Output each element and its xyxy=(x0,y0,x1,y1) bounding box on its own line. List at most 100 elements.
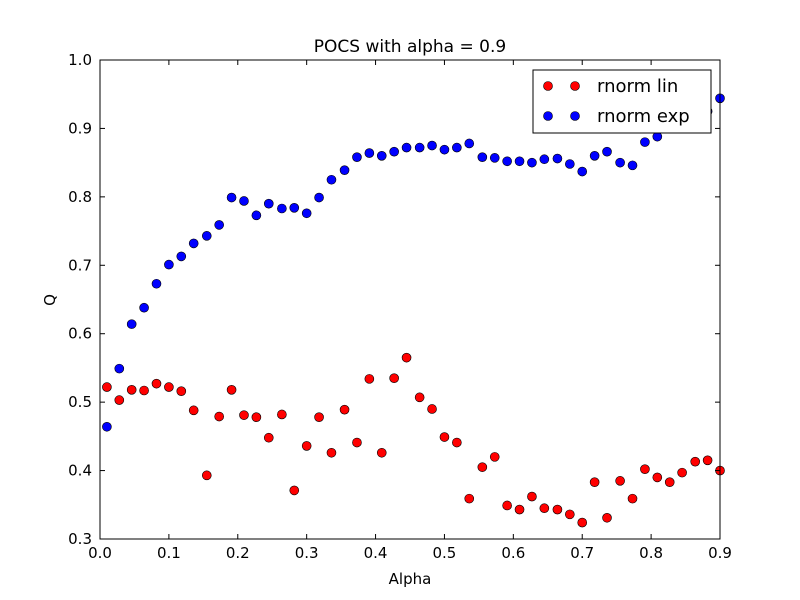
point-rnorm-lin xyxy=(251,412,262,422)
point-rnorm-exp xyxy=(464,138,475,149)
point-rnorm-lin xyxy=(239,410,249,420)
point-rnorm-lin xyxy=(439,432,450,442)
y-tick-label: 0.8 xyxy=(68,188,92,206)
point-rnorm-exp xyxy=(477,152,488,162)
point-rnorm-lin xyxy=(552,504,563,515)
legend-marker-rnorm-lin xyxy=(570,81,580,91)
plot-frame xyxy=(99,59,721,540)
point-rnorm-exp xyxy=(301,208,312,219)
point-rnorm-exp xyxy=(502,156,512,167)
point-rnorm-exp xyxy=(640,137,650,147)
point-rnorm-lin xyxy=(164,382,174,392)
point-rnorm-lin xyxy=(652,472,663,483)
x-tick-label: 0.1 xyxy=(157,544,181,562)
point-rnorm-lin xyxy=(677,467,687,478)
point-rnorm-exp xyxy=(188,238,199,249)
point-rnorm-lin xyxy=(602,512,612,523)
point-rnorm-exp xyxy=(364,148,375,158)
point-rnorm-exp xyxy=(114,363,125,374)
x-axis-ticks: 0.0 0.1 0.2 0.3 0.4 0.5 0.6 0.7 0.8 0.9 xyxy=(88,60,732,562)
point-rnorm-lin xyxy=(188,405,199,416)
point-rnorm-lin xyxy=(627,493,638,504)
point-rnorm-lin xyxy=(615,476,625,486)
point-rnorm-exp xyxy=(251,210,262,221)
point-rnorm-lin xyxy=(527,491,537,502)
point-rnorm-lin xyxy=(102,382,112,392)
point-rnorm-exp xyxy=(151,278,162,289)
x-tick-label: 0.9 xyxy=(708,544,732,562)
x-tick-label: 0.6 xyxy=(501,544,525,562)
x-tick-label: 0.5 xyxy=(433,544,457,562)
point-rnorm-exp xyxy=(214,220,224,230)
point-rnorm-exp xyxy=(389,146,399,157)
point-rnorm-lin xyxy=(640,464,650,475)
point-rnorm-exp xyxy=(226,192,237,203)
point-rnorm-exp xyxy=(126,319,137,329)
point-rnorm-exp xyxy=(289,203,300,213)
point-rnorm-exp xyxy=(277,203,287,214)
point-rnorm-lin xyxy=(477,462,488,472)
point-rnorm-exp xyxy=(552,153,563,164)
y-axis-label: Q xyxy=(41,294,59,306)
legend-marker-rnorm-exp xyxy=(543,111,553,121)
point-rnorm-lin xyxy=(352,437,362,448)
legend: rnorm lin rnorm exp xyxy=(532,69,712,134)
point-rnorm-lin xyxy=(376,447,387,458)
x-tick-label: 0.8 xyxy=(639,544,663,562)
point-rnorm-lin xyxy=(289,485,300,496)
point-rnorm-exp xyxy=(239,196,249,206)
y-tick-label: 1.0 xyxy=(68,51,92,69)
point-rnorm-lin xyxy=(702,455,713,466)
x-tick-label: 0.3 xyxy=(295,544,319,562)
point-rnorm-exp xyxy=(602,146,612,157)
y-tick-label: 0.7 xyxy=(68,256,92,274)
y-tick-label: 0.3 xyxy=(68,530,92,548)
point-rnorm-exp xyxy=(514,156,525,167)
point-rnorm-exp xyxy=(627,160,638,171)
chart-title: POCS with alpha = 0.9 xyxy=(314,37,506,57)
point-rnorm-exp xyxy=(376,151,387,161)
point-rnorm-lin xyxy=(464,493,475,504)
point-rnorm-lin xyxy=(176,386,187,396)
point-rnorm-lin xyxy=(577,517,588,528)
point-rnorm-lin xyxy=(502,500,512,511)
point-rnorm-lin xyxy=(401,352,412,363)
point-rnorm-exp xyxy=(427,140,437,151)
point-rnorm-exp xyxy=(401,142,412,153)
x-tick-label: 0.7 xyxy=(570,544,594,562)
point-rnorm-lin xyxy=(589,477,600,488)
y-tick-label: 0.5 xyxy=(68,393,92,411)
point-rnorm-exp xyxy=(452,142,462,153)
point-rnorm-lin xyxy=(114,395,125,405)
point-rnorm-lin xyxy=(427,404,437,414)
point-rnorm-exp xyxy=(176,251,187,262)
point-rnorm-lin xyxy=(301,441,312,451)
point-rnorm-exp xyxy=(489,153,500,163)
legend-marker-rnorm-lin xyxy=(543,81,553,91)
data-points xyxy=(102,93,725,528)
point-rnorm-exp xyxy=(102,421,112,432)
point-rnorm-lin xyxy=(514,504,525,515)
point-rnorm-exp xyxy=(339,165,350,175)
point-rnorm-lin xyxy=(201,470,212,481)
point-rnorm-exp xyxy=(577,166,588,177)
y-axis-ticks: 0.3 0.4 0.5 0.6 0.7 0.8 0.9 1.0 xyxy=(68,51,720,548)
point-rnorm-lin xyxy=(263,432,274,443)
legend-box xyxy=(532,69,712,134)
x-tick-label: 0.2 xyxy=(226,544,250,562)
point-rnorm-exp xyxy=(615,157,625,168)
point-rnorm-lin xyxy=(389,373,399,383)
y-tick-label: 0.6 xyxy=(68,325,92,343)
point-rnorm-exp xyxy=(589,151,600,161)
legend-label-rnorm-exp: rnorm exp xyxy=(597,106,690,127)
legend-marker-rnorm-exp xyxy=(570,111,580,121)
point-rnorm-exp xyxy=(164,259,174,270)
y-tick-label: 0.4 xyxy=(68,462,92,480)
point-rnorm-exp xyxy=(352,152,362,162)
x-axis-label: Alpha xyxy=(389,570,432,588)
point-rnorm-exp xyxy=(314,192,324,203)
point-rnorm-lin xyxy=(326,447,337,458)
point-rnorm-exp xyxy=(201,231,212,241)
point-rnorm-lin xyxy=(139,385,149,396)
point-rnorm-lin xyxy=(414,392,425,403)
